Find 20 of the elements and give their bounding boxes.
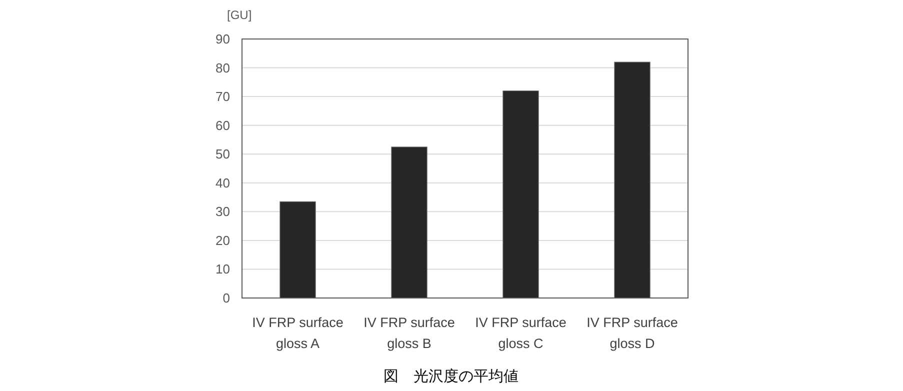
text: 図 光沢度の平均値 — [384, 368, 518, 385]
x-tick-label: IV FRP surface gloss D — [586, 315, 678, 351]
bar — [280, 201, 316, 298]
y-tick-label: 0 — [222, 290, 230, 306]
y-tick-label: 80 — [216, 60, 230, 76]
bar — [502, 90, 539, 298]
x-tick-label: IV FRP surface gloss C — [475, 315, 566, 351]
y-tick-label: 30 — [216, 204, 230, 220]
y-tick-label: 10 — [216, 262, 230, 277]
y-tick-label: 20 — [216, 232, 230, 248]
y-tick-label: 40 — [216, 175, 230, 190]
y-tick-label: 70 — [216, 89, 230, 104]
bar — [614, 62, 650, 298]
bar — [391, 146, 428, 298]
x-tick-label: IV FRP surface gloss B — [364, 315, 455, 351]
y-tick-label: 50 — [216, 146, 230, 162]
y-axis-title: [GU] — [227, 8, 252, 22]
y-tick-label: 90 — [216, 32, 230, 46]
y-tick-label: 60 — [216, 118, 230, 133]
x-tick-label: IV FRP surface gloss A — [252, 315, 344, 351]
